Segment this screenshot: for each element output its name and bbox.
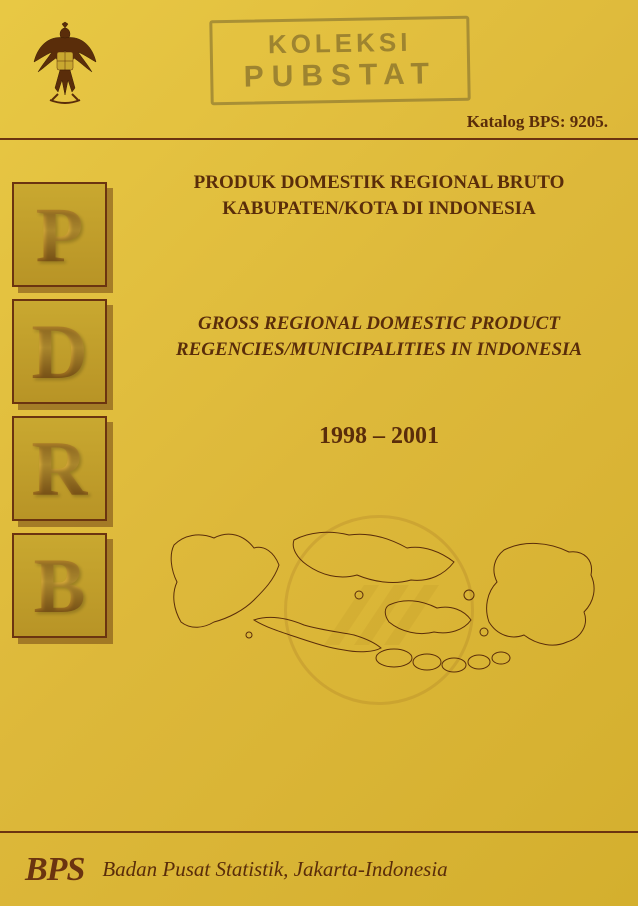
title-indonesian: PRODUK DOMESTIK REGIONAL BRUTO KABUPATEN… xyxy=(140,170,618,221)
publisher-name: Badan Pusat Statistik, Jakarta-Indonesia xyxy=(102,857,447,882)
pdrb-acronym-column: P D R B xyxy=(0,170,120,650)
header-section: KOLEKSI PUBSTAT Katalog BPS: 9205. xyxy=(0,0,638,140)
title-area: PRODUK DOMESTIK REGIONAL BRUTO KABUPATEN… xyxy=(140,170,618,730)
title-english: GROSS REGIONAL DOMESTIC PRODUCT REGENCIE… xyxy=(140,311,618,362)
indonesia-map-graphic xyxy=(159,490,599,730)
pdrb-letter-p: P xyxy=(12,182,107,287)
pdrb-letter-b: B xyxy=(12,533,107,638)
bps-logo-text: BPS xyxy=(25,851,84,889)
stamp-line-1: KOLEKSI xyxy=(268,27,412,61)
indonesia-map-icon xyxy=(159,490,599,730)
garuda-emblem-icon xyxy=(30,20,100,110)
pdrb-letter-d: D xyxy=(12,299,107,404)
footer-section: BPS Badan Pusat Statistik, Jakarta-Indon… xyxy=(0,831,638,906)
catalog-number: Katalog BPS: 9205. xyxy=(467,112,608,132)
stamp-line-2: PUBSTAT xyxy=(243,57,437,94)
collection-stamp: KOLEKSI PUBSTAT xyxy=(209,16,470,106)
main-content: P D R B PRODUK DOMESTIK REGIONAL BRUTO K… xyxy=(0,140,638,830)
year-range: 1998 – 2001 xyxy=(140,423,618,450)
pdrb-letter-r: R xyxy=(12,416,107,521)
